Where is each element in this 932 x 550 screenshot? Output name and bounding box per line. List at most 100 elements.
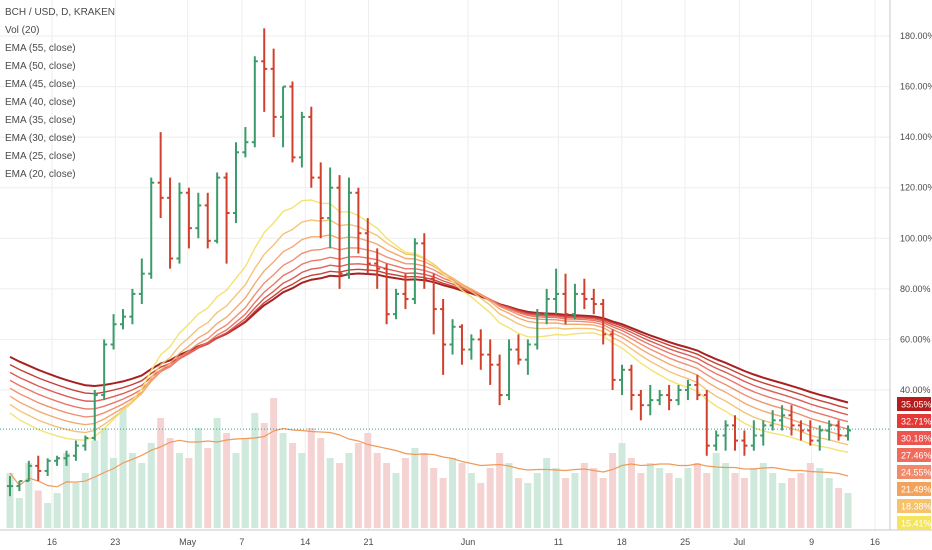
volume-bar	[599, 478, 607, 528]
ema-badge-value: 18.38%	[901, 502, 932, 512]
volume-bar	[53, 493, 61, 528]
legend-volume[interactable]: Vol (20)	[5, 25, 40, 36]
legend-ema-40[interactable]: EMA (40, close)	[5, 97, 76, 108]
volume-bar	[646, 463, 654, 528]
volume-bar	[806, 463, 814, 528]
volume-bar	[204, 448, 212, 528]
legend-ema-30[interactable]: EMA (30, close)	[5, 133, 76, 144]
price-bar	[16, 480, 23, 492]
ema-badge-value: 24.55%	[901, 468, 932, 478]
ema-value-badges: 35.05% 32.71% 30.18% 27.46% 24.55% 21.49% 18.3…	[897, 397, 932, 530]
volume-bar	[778, 483, 786, 528]
price-bar	[364, 218, 371, 274]
ema-ribbon	[9, 199, 849, 453]
volume-bar	[138, 463, 146, 528]
price-bar	[110, 314, 117, 350]
price-bar	[496, 354, 503, 406]
price-tick-label: 80.00%	[900, 284, 931, 294]
volume-bar	[279, 433, 287, 528]
price-tick-label: 160.00%	[900, 82, 932, 92]
volume-bars	[6, 398, 852, 528]
volume-bar	[627, 458, 635, 528]
price-axis[interactable]: 180.00% 160.00% 140.00% 120.00% 100.00% 80.00…	[900, 31, 932, 395]
price-bar	[393, 288, 400, 320]
price-bar	[91, 390, 98, 441]
time-tick-label: 21	[364, 537, 374, 547]
price-bar	[35, 455, 42, 482]
volume-bar	[816, 468, 824, 528]
volume-bar	[100, 428, 108, 528]
volume-bar	[411, 448, 419, 528]
price-bar	[816, 425, 823, 451]
ema-line	[9, 272, 849, 404]
price-bar	[280, 85, 287, 148]
volume-bar	[750, 468, 758, 528]
price-bar	[430, 273, 437, 335]
legend-title[interactable]: BCH / USD, D, KRAKEN	[5, 7, 116, 18]
volume-bar	[232, 453, 240, 528]
volume-bar	[288, 443, 296, 528]
legend-ema-25[interactable]: EMA (25, close)	[5, 151, 76, 162]
volume-bar	[72, 483, 80, 528]
price-bar	[270, 48, 277, 138]
time-tick-label: 16	[47, 537, 57, 547]
volume-bar	[157, 418, 165, 528]
ema-badge	[897, 482, 931, 496]
price-bar	[440, 298, 447, 375]
volume-bar	[241, 438, 249, 528]
price-bar	[176, 182, 183, 264]
price-bar	[600, 298, 607, 345]
price-bar	[327, 167, 334, 249]
volume-bar	[514, 478, 522, 528]
ema-line	[9, 268, 849, 410]
price-bar	[506, 339, 513, 401]
price-bar	[82, 435, 89, 451]
price-bar	[534, 309, 541, 350]
price-bar	[119, 309, 126, 330]
volume-bar	[693, 463, 701, 528]
volume-bar	[383, 463, 391, 528]
price-bar	[581, 278, 588, 310]
volume-bar	[317, 438, 325, 528]
price-bar	[214, 172, 221, 244]
volume-bar	[213, 418, 221, 528]
price-bar	[769, 410, 776, 431]
price-bar	[609, 329, 616, 390]
volume-bar	[609, 453, 617, 528]
legend-ema-35[interactable]: EMA (35, close)	[5, 115, 76, 126]
volume-bar	[6, 473, 14, 528]
price-bar	[515, 334, 522, 365]
ema-badge-value: 27.46%	[901, 451, 932, 461]
price-bar	[637, 390, 644, 421]
legend-ema-20[interactable]: EMA (20, close)	[5, 169, 76, 180]
price-bar	[7, 475, 13, 497]
time-tick-label: May	[179, 537, 197, 547]
price-tick-label: 140.00%	[900, 132, 932, 142]
ema-line	[9, 199, 849, 453]
price-tick-label: 60.00%	[900, 334, 931, 344]
volume-bar	[119, 408, 127, 528]
price-bar	[345, 177, 352, 279]
volume-bar	[637, 473, 645, 528]
price-bar	[317, 162, 324, 239]
volume-bar	[467, 473, 475, 528]
price-bar	[468, 334, 475, 360]
volume-bar	[34, 490, 42, 528]
volume-bar	[825, 478, 833, 528]
ema-badge-value: 30.18%	[901, 434, 932, 444]
volume-bar	[580, 463, 588, 528]
legend-ema-45[interactable]: EMA (45, close)	[5, 79, 76, 90]
legend-ema-50[interactable]: EMA (50, close)	[5, 61, 76, 72]
ema-badge-value: 35.05%	[901, 400, 932, 410]
volume-bar	[552, 468, 560, 528]
time-tick-label: 23	[110, 537, 120, 547]
legend-ema-55[interactable]: EMA (55, close)	[5, 43, 76, 54]
price-bar	[703, 390, 710, 456]
volume-bar	[684, 468, 692, 528]
ema-badge-value: 32.71%	[901, 417, 932, 427]
time-axis[interactable]: 16 23 May 7 14 21 Jun 11 18 25 Jul 9 16	[47, 537, 880, 547]
volume-bar	[835, 488, 843, 528]
price-tick-label: 100.00%	[900, 233, 932, 243]
volume-bar	[675, 478, 683, 528]
